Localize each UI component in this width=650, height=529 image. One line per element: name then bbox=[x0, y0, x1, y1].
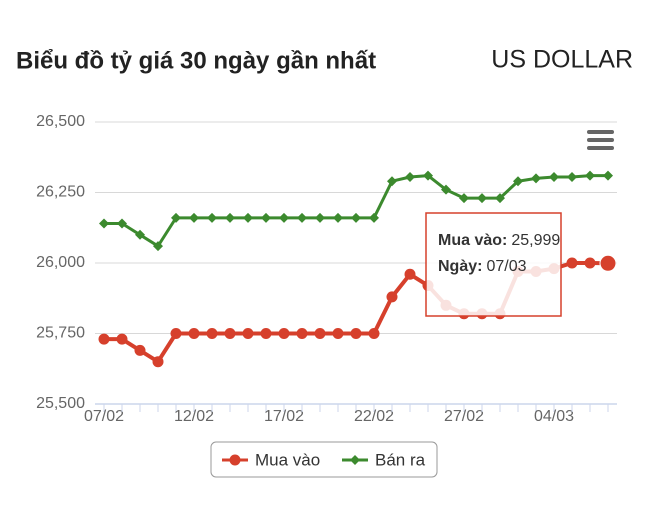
tooltip-line: Ngày: 07/03 bbox=[438, 258, 527, 275]
x-tick-label: 22/02 bbox=[354, 408, 394, 425]
point bbox=[134, 344, 146, 356]
point bbox=[135, 229, 145, 240]
point bbox=[404, 268, 416, 280]
point bbox=[207, 212, 217, 223]
point bbox=[333, 212, 343, 223]
chart-subtitle: US DOLLAR bbox=[491, 46, 633, 74]
point bbox=[350, 328, 362, 339]
point bbox=[224, 328, 236, 339]
menu-bar bbox=[587, 146, 614, 150]
point bbox=[549, 171, 559, 182]
point bbox=[423, 170, 433, 181]
point bbox=[188, 328, 200, 339]
point bbox=[386, 291, 398, 303]
point bbox=[566, 257, 578, 269]
point bbox=[98, 333, 110, 345]
point bbox=[351, 212, 361, 223]
y-tick-label: 25,500 bbox=[36, 395, 85, 412]
y-tick-label: 26,250 bbox=[36, 184, 85, 201]
point bbox=[387, 176, 397, 187]
point bbox=[297, 212, 307, 223]
point bbox=[531, 173, 541, 184]
legend-label: Mua vào bbox=[255, 450, 320, 469]
legend-item[interactable]: Bán ra bbox=[342, 450, 426, 469]
point bbox=[603, 170, 613, 181]
point bbox=[314, 328, 326, 339]
point bbox=[584, 257, 596, 269]
legend-marker bbox=[229, 454, 241, 466]
menu-bar bbox=[587, 130, 614, 134]
chart-title: Biểu đồ tỷ giá 30 ngày gần nhất bbox=[16, 47, 376, 74]
tooltip-box bbox=[425, 212, 562, 317]
y-tick-label: 26,500 bbox=[36, 113, 85, 130]
point bbox=[441, 184, 451, 195]
point bbox=[116, 333, 128, 345]
x-tick-label: 07/02 bbox=[84, 408, 124, 425]
point bbox=[332, 328, 344, 339]
x-tick-label: 27/02 bbox=[444, 408, 484, 425]
tooltip: Mua vào: 25,999 Ngày: 07/03 bbox=[425, 212, 562, 317]
point bbox=[279, 212, 289, 223]
point bbox=[296, 328, 308, 339]
tooltip-line: Mua vào: 25,999 bbox=[438, 232, 560, 249]
point bbox=[171, 212, 181, 223]
point bbox=[99, 218, 109, 229]
point bbox=[206, 328, 218, 339]
point bbox=[170, 328, 182, 339]
point bbox=[242, 328, 254, 339]
point bbox=[368, 328, 380, 339]
point bbox=[260, 328, 272, 339]
x-tick-label: 17/02 bbox=[264, 408, 304, 425]
point bbox=[278, 328, 290, 339]
tooltip-label: Ngày: bbox=[438, 258, 482, 275]
legend-label: Bán ra bbox=[375, 450, 426, 469]
point bbox=[477, 193, 487, 204]
point bbox=[495, 193, 505, 204]
point bbox=[152, 356, 164, 368]
legend: Mua vào Bán ra bbox=[210, 441, 438, 478]
point bbox=[261, 212, 271, 223]
menu-icon[interactable] bbox=[587, 130, 614, 150]
point bbox=[243, 212, 253, 223]
point bbox=[225, 212, 235, 223]
x-tick-label: 12/02 bbox=[174, 408, 214, 425]
y-tick-label: 25,750 bbox=[36, 325, 85, 342]
point bbox=[369, 212, 379, 223]
point bbox=[189, 212, 199, 223]
legend-box bbox=[210, 441, 438, 478]
point bbox=[567, 171, 577, 182]
point bbox=[585, 170, 595, 181]
x-tick-label: 04/03 bbox=[534, 408, 574, 425]
tooltip-label: Mua vào: bbox=[438, 232, 507, 249]
point bbox=[513, 176, 523, 187]
point bbox=[117, 218, 127, 229]
point bbox=[315, 212, 325, 223]
point bbox=[405, 171, 415, 182]
point bbox=[459, 193, 469, 204]
tooltip-value: 25,999 bbox=[511, 232, 560, 249]
point bbox=[599, 254, 617, 272]
point bbox=[153, 241, 163, 252]
legend-item[interactable]: Mua vào bbox=[222, 450, 320, 469]
y-tick-label: 26,000 bbox=[36, 254, 85, 271]
tooltip-value: 07/03 bbox=[486, 258, 526, 275]
menu-bar bbox=[587, 138, 614, 142]
legend-marker bbox=[350, 455, 360, 465]
